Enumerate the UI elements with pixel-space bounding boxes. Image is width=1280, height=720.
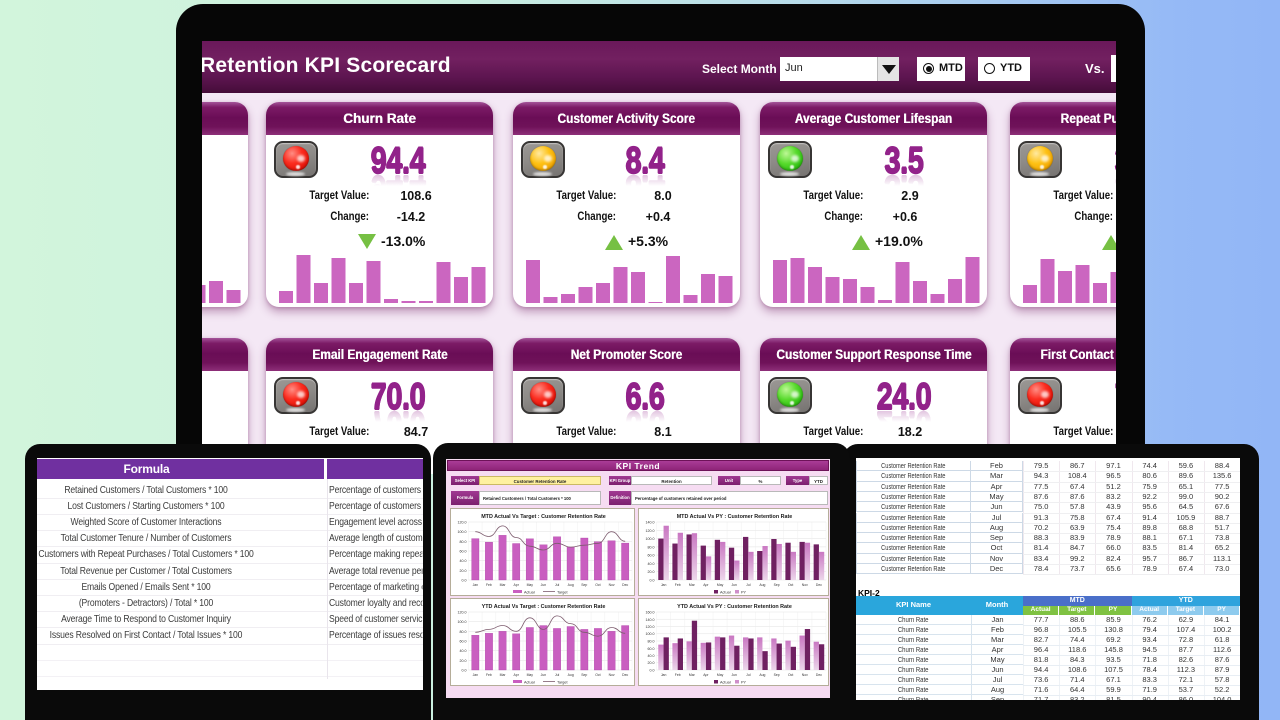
svg-text:Apr: Apr xyxy=(514,583,520,587)
svg-text:Feb: Feb xyxy=(486,583,492,587)
svg-text:20.0: 20.0 xyxy=(648,661,655,665)
svg-text:100.0: 100.0 xyxy=(646,632,655,636)
svg-text:Apr: Apr xyxy=(514,673,520,677)
svg-text:20.0: 20.0 xyxy=(648,570,655,574)
svg-text:100.0: 100.0 xyxy=(458,530,467,534)
svg-text:40.0: 40.0 xyxy=(460,559,467,563)
svg-text:Aug: Aug xyxy=(759,583,765,587)
svg-text:Feb: Feb xyxy=(486,673,492,677)
svg-text:80.0: 80.0 xyxy=(460,630,467,634)
svg-text:Mar: Mar xyxy=(500,673,507,677)
svg-text:60.0: 60.0 xyxy=(460,640,467,644)
svg-text:Actual: Actual xyxy=(524,591,535,595)
svg-text:40.0: 40.0 xyxy=(648,654,655,658)
svg-text:Jul: Jul xyxy=(555,583,560,587)
svg-text:140.0: 140.0 xyxy=(646,521,655,525)
svg-text:Mar: Mar xyxy=(689,673,696,677)
svg-text:120.0: 120.0 xyxy=(646,625,655,629)
svg-text:100.0: 100.0 xyxy=(646,537,655,541)
svg-text:Dec: Dec xyxy=(622,673,628,677)
svg-text:160.0: 160.0 xyxy=(646,611,655,615)
svg-text:Actual: Actual xyxy=(720,681,731,685)
svg-text:40.0: 40.0 xyxy=(460,649,467,653)
svg-text:Mar: Mar xyxy=(689,583,696,587)
svg-text:Dec: Dec xyxy=(816,583,822,587)
svg-text:Oct: Oct xyxy=(788,583,793,587)
svg-text:60.0: 60.0 xyxy=(648,554,655,558)
svg-text:120.0: 120.0 xyxy=(458,611,467,615)
svg-text:Apr: Apr xyxy=(703,673,709,677)
svg-text:May: May xyxy=(717,673,724,677)
svg-text:0.0: 0.0 xyxy=(462,579,467,583)
svg-text:PY: PY xyxy=(741,591,747,595)
svg-text:Actual: Actual xyxy=(720,591,731,595)
svg-text:Aug: Aug xyxy=(568,583,574,587)
svg-text:YTD Actual Vs Target : Custome: YTD Actual Vs Target : Customer Retentio… xyxy=(482,604,606,610)
svg-text:80.0: 80.0 xyxy=(460,540,467,544)
svg-text:0.0: 0.0 xyxy=(462,669,467,673)
svg-text:Oct: Oct xyxy=(788,673,793,677)
svg-text:Jun: Jun xyxy=(541,673,547,677)
svg-text:PY: PY xyxy=(741,681,747,685)
svg-text:140.0: 140.0 xyxy=(646,618,655,622)
svg-text:40.0: 40.0 xyxy=(648,562,655,566)
svg-text:60.0: 60.0 xyxy=(460,550,467,554)
svg-text:20.0: 20.0 xyxy=(460,569,467,573)
svg-text:May: May xyxy=(527,673,534,677)
svg-text:Feb: Feb xyxy=(675,583,681,587)
svg-text:Jan: Jan xyxy=(473,583,479,587)
svg-text:Aug: Aug xyxy=(568,673,574,677)
svg-text:Jun: Jun xyxy=(731,583,737,587)
svg-text:Oct: Oct xyxy=(595,583,600,587)
svg-text:Jun: Jun xyxy=(731,673,737,677)
svg-text:Dec: Dec xyxy=(622,583,628,587)
svg-text:Feb: Feb xyxy=(675,673,681,677)
svg-text:Jan: Jan xyxy=(661,673,667,677)
svg-text:Jul: Jul xyxy=(746,673,751,677)
svg-text:Jul: Jul xyxy=(555,673,560,677)
svg-text:May: May xyxy=(717,583,724,587)
svg-text:Target: Target xyxy=(557,591,568,595)
svg-text:Dec: Dec xyxy=(816,673,822,677)
svg-text:Oct: Oct xyxy=(595,673,600,677)
svg-text:60.0: 60.0 xyxy=(648,647,655,651)
svg-text:20.0: 20.0 xyxy=(460,659,467,663)
svg-text:YTD Actual Vs PY : Customer Re: YTD Actual Vs PY : Customer Retention Ra… xyxy=(677,604,792,610)
svg-text:Sep: Sep xyxy=(774,583,780,587)
svg-text:Nov: Nov xyxy=(609,673,615,677)
svg-text:120.0: 120.0 xyxy=(458,521,467,525)
svg-text:MTD Actual Vs Target : Custome: MTD Actual Vs Target : Customer Retentio… xyxy=(481,514,606,520)
svg-text:May: May xyxy=(527,583,534,587)
svg-text:Sep: Sep xyxy=(581,673,587,677)
svg-text:0.0: 0.0 xyxy=(650,579,655,583)
svg-text:0.0: 0.0 xyxy=(650,669,655,673)
svg-text:Sep: Sep xyxy=(774,673,780,677)
svg-text:Jun: Jun xyxy=(541,583,547,587)
svg-text:Sep: Sep xyxy=(581,583,587,587)
svg-text:Jan: Jan xyxy=(473,673,479,677)
svg-text:80.0: 80.0 xyxy=(648,640,655,644)
svg-text:MTD Actual Vs PY : Customer Re: MTD Actual Vs PY : Customer Retention Ra… xyxy=(677,514,793,520)
svg-text:Nov: Nov xyxy=(802,583,808,587)
svg-text:Aug: Aug xyxy=(759,673,765,677)
svg-text:120.0: 120.0 xyxy=(646,529,655,533)
svg-text:Jan: Jan xyxy=(661,583,667,587)
svg-text:Target: Target xyxy=(557,681,568,685)
svg-text:Jul: Jul xyxy=(746,583,751,587)
svg-text:80.0: 80.0 xyxy=(648,545,655,549)
svg-text:Nov: Nov xyxy=(802,673,808,677)
svg-text:Nov: Nov xyxy=(609,583,615,587)
svg-text:Mar: Mar xyxy=(500,583,507,587)
svg-text:100.0: 100.0 xyxy=(458,620,467,624)
svg-text:Apr: Apr xyxy=(703,583,709,587)
svg-text:Actual: Actual xyxy=(524,681,535,685)
